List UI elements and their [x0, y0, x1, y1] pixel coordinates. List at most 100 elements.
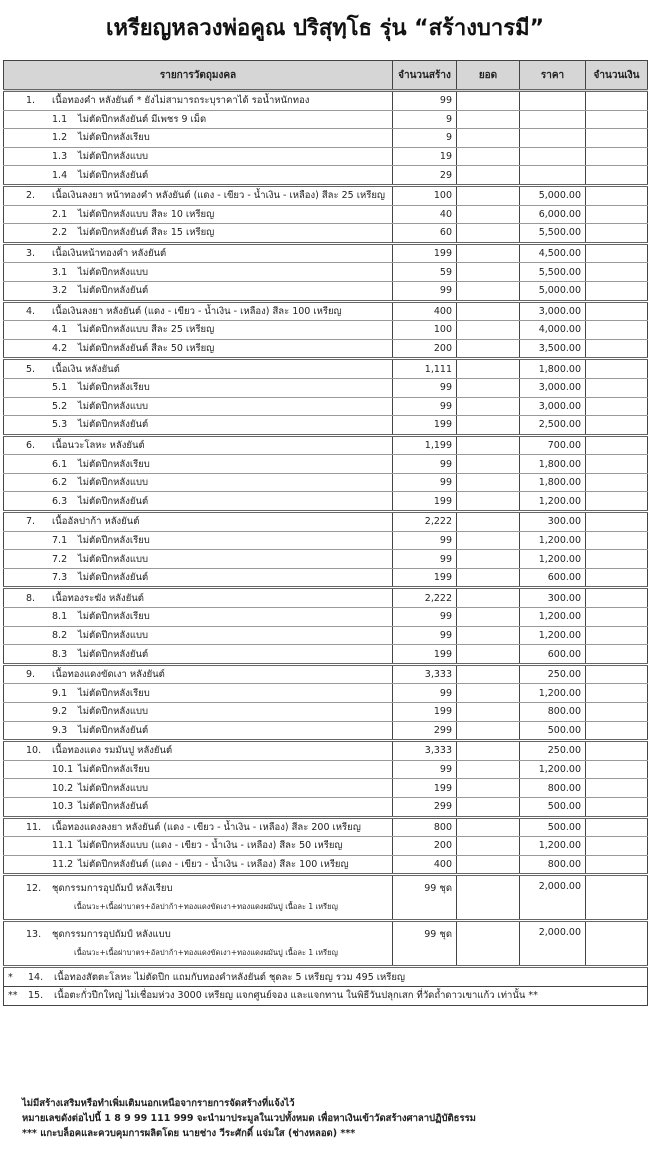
item-number: 5. [26, 363, 36, 375]
item-cell: 5.3 ไม่ตัดปีกหลังยันต์ [3, 415, 393, 436]
amount-cell[interactable] [585, 568, 648, 589]
amount-cell[interactable] [585, 205, 648, 225]
ordered-cell[interactable] [456, 919, 520, 968]
amount-cell[interactable] [585, 815, 648, 838]
amount-cell[interactable] [585, 110, 648, 130]
ordered-cell[interactable] [456, 815, 520, 838]
ordered-cell[interactable] [456, 778, 520, 798]
ordered-cell[interactable] [456, 739, 520, 761]
item-cell: 3.1 ไม่ตัดปีกหลังแบบ [3, 262, 393, 282]
ordered-cell[interactable] [456, 662, 520, 685]
ordered-cell[interactable] [456, 510, 520, 532]
ordered-cell[interactable] [456, 721, 520, 742]
amount-cell[interactable] [585, 165, 648, 186]
amount-cell[interactable] [585, 873, 648, 922]
ordered-cell[interactable] [456, 855, 520, 876]
amount-cell[interactable] [585, 702, 648, 722]
amount-cell[interactable] [585, 739, 648, 761]
ordered-cell[interactable] [456, 183, 520, 206]
amount-cell[interactable] [585, 626, 648, 646]
amount-cell[interactable] [585, 397, 648, 417]
ordered-cell[interactable] [456, 378, 520, 398]
item-number: 8.3 [52, 648, 68, 660]
ordered-cell[interactable] [456, 147, 520, 167]
ordered-cell[interactable] [456, 568, 520, 589]
ordered-cell[interactable] [456, 241, 520, 264]
amount-cell[interactable] [585, 339, 648, 360]
ordered-cell[interactable] [456, 223, 520, 244]
ordered-cell[interactable] [456, 607, 520, 627]
amount-cell[interactable] [585, 299, 648, 322]
amount-cell[interactable] [585, 378, 648, 398]
ordered-cell[interactable] [456, 473, 520, 493]
amount-cell[interactable] [585, 89, 648, 111]
amount-cell[interactable] [585, 662, 648, 685]
ordered-cell[interactable] [456, 702, 520, 722]
ordered-cell[interactable] [456, 797, 520, 818]
note-prefix: ** [8, 990, 18, 1002]
amount-cell[interactable] [585, 147, 648, 167]
amount-cell[interactable] [585, 607, 648, 627]
amount-cell[interactable] [585, 760, 648, 780]
ordered-cell[interactable] [456, 644, 520, 665]
amount-cell[interactable] [585, 855, 648, 876]
ordered-cell[interactable] [456, 454, 520, 474]
ordered-cell[interactable] [456, 110, 520, 130]
ordered-cell[interactable] [456, 128, 520, 148]
ordered-cell[interactable] [456, 491, 520, 513]
amount-cell[interactable] [585, 320, 648, 340]
amount-cell[interactable] [585, 357, 648, 379]
amount-cell[interactable] [585, 549, 648, 569]
amount-cell[interactable] [585, 721, 648, 742]
ordered-cell[interactable] [456, 262, 520, 282]
ordered-cell[interactable] [456, 165, 520, 186]
ordered-cell[interactable] [456, 281, 520, 302]
amount-cell[interactable] [585, 683, 648, 703]
amount-cell[interactable] [585, 183, 648, 206]
ordered-cell[interactable] [456, 320, 520, 340]
price-cell: 3,000.00 [519, 397, 586, 417]
amount-cell[interactable] [585, 128, 648, 148]
ordered-cell[interactable] [456, 415, 520, 436]
item-label: ชุดกรรมการอุปถัมป์ หลังแบบ [52, 929, 171, 941]
table-header: รายการวัตถุมงคล จำนวนสร้าง ยอด ราคา จำนว… [3, 60, 648, 91]
ordered-cell[interactable] [456, 531, 520, 551]
ordered-cell[interactable] [456, 836, 520, 856]
amount-cell[interactable] [585, 454, 648, 474]
ordered-cell[interactable] [456, 89, 520, 111]
amount-cell[interactable] [585, 281, 648, 302]
item-label: ไม่ตัดปีกหลังแบบ [78, 553, 149, 565]
ordered-cell[interactable] [456, 626, 520, 646]
ordered-cell[interactable] [456, 397, 520, 417]
qty-cell: 19 [392, 147, 457, 167]
amount-cell[interactable] [585, 531, 648, 551]
ordered-cell[interactable] [456, 873, 520, 922]
amount-cell[interactable] [585, 836, 648, 856]
amount-cell[interactable] [585, 262, 648, 282]
ordered-cell[interactable] [456, 586, 520, 609]
qty-cell: 99 ชุด [392, 873, 457, 922]
ordered-cell[interactable] [456, 299, 520, 322]
price-cell: 600.00 [519, 568, 586, 589]
amount-cell[interactable] [585, 491, 648, 513]
amount-cell[interactable] [585, 797, 648, 818]
price-cell: 1,200.00 [519, 607, 586, 627]
amount-cell[interactable] [585, 778, 648, 798]
amount-cell[interactable] [585, 510, 648, 532]
amount-cell[interactable] [585, 433, 648, 456]
amount-cell[interactable] [585, 919, 648, 968]
amount-cell[interactable] [585, 473, 648, 493]
ordered-cell[interactable] [456, 433, 520, 456]
amount-cell[interactable] [585, 644, 648, 665]
ordered-cell[interactable] [456, 205, 520, 225]
ordered-cell[interactable] [456, 683, 520, 703]
ordered-cell[interactable] [456, 760, 520, 780]
ordered-cell[interactable] [456, 357, 520, 379]
ordered-cell[interactable] [456, 339, 520, 360]
ordered-cell[interactable] [456, 549, 520, 569]
amount-cell[interactable] [585, 223, 648, 244]
item-cell: 5.1 ไม่ตัดปีกหลังเรียบ [3, 378, 393, 398]
amount-cell[interactable] [585, 586, 648, 609]
amount-cell[interactable] [585, 241, 648, 264]
amount-cell[interactable] [585, 415, 648, 436]
